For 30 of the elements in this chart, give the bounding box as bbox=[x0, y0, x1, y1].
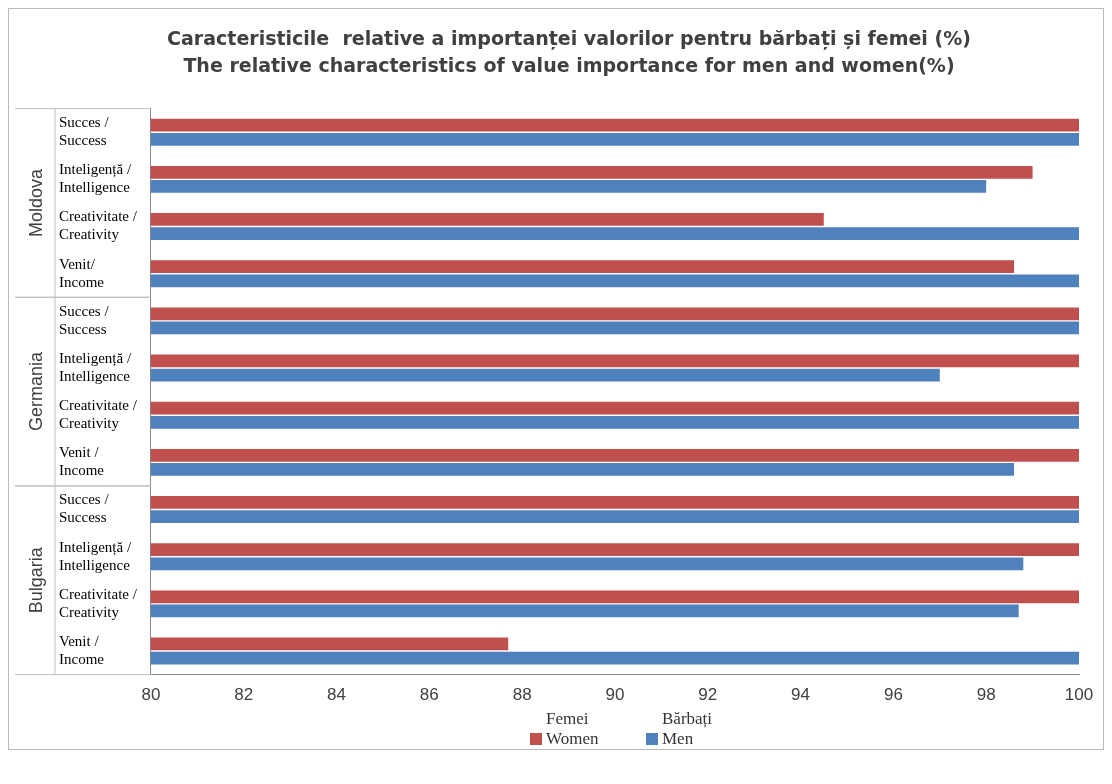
text: Moldova bbox=[25, 167, 46, 237]
x-tick-label: 98 bbox=[976, 685, 996, 705]
y-tick-label: Inteligență / Intelligence bbox=[59, 538, 132, 573]
y-tick-label: Succes / Success bbox=[59, 302, 110, 337]
chart-title: Caracteristicile relative a importanței valorilor pentru bărbați și femei (%) bbox=[167, 27, 971, 51]
x-tick-label: 86 bbox=[419, 685, 439, 705]
x-tick-label: 88 bbox=[512, 685, 532, 705]
y-tick-label: Inteligență / Intelligence bbox=[59, 161, 132, 196]
y-tick-label: Venit / Income bbox=[59, 632, 105, 667]
x-tick-label: 92 bbox=[698, 685, 718, 705]
y-tick-label: Creativitate / Creativity bbox=[59, 585, 138, 620]
text: Bulgaria bbox=[25, 546, 46, 614]
x-tick-label: 82 bbox=[234, 685, 254, 705]
y-tick-label: Venit / Income bbox=[59, 444, 105, 479]
text: Germania bbox=[25, 351, 46, 432]
y-tick-label: Succes / Success bbox=[59, 491, 110, 526]
legend-label: Bărbați Men bbox=[662, 709, 714, 749]
x-tick-label: 100 bbox=[1064, 685, 1094, 705]
x-tick-label: 94 bbox=[791, 685, 811, 705]
x-tick-label: 84 bbox=[327, 685, 346, 705]
x-tick-label: 90 bbox=[605, 685, 625, 705]
y-tick-label: Inteligență / Intelligence bbox=[59, 349, 132, 384]
x-tick-label: 80 bbox=[141, 685, 161, 705]
y-tick-label: Creativitate / Creativity bbox=[59, 208, 138, 243]
y-tick-label: Venit/ Income bbox=[59, 255, 105, 290]
y-tick-label: Succes / Success bbox=[59, 114, 110, 149]
x-tick-label: 96 bbox=[883, 685, 903, 705]
y-tick-label: Creativitate / Creativity bbox=[59, 397, 138, 432]
chart-subtitle: The relative characteristics of value importance for men and women(%) bbox=[183, 54, 955, 77]
legend-label: Femei Women bbox=[546, 709, 600, 749]
